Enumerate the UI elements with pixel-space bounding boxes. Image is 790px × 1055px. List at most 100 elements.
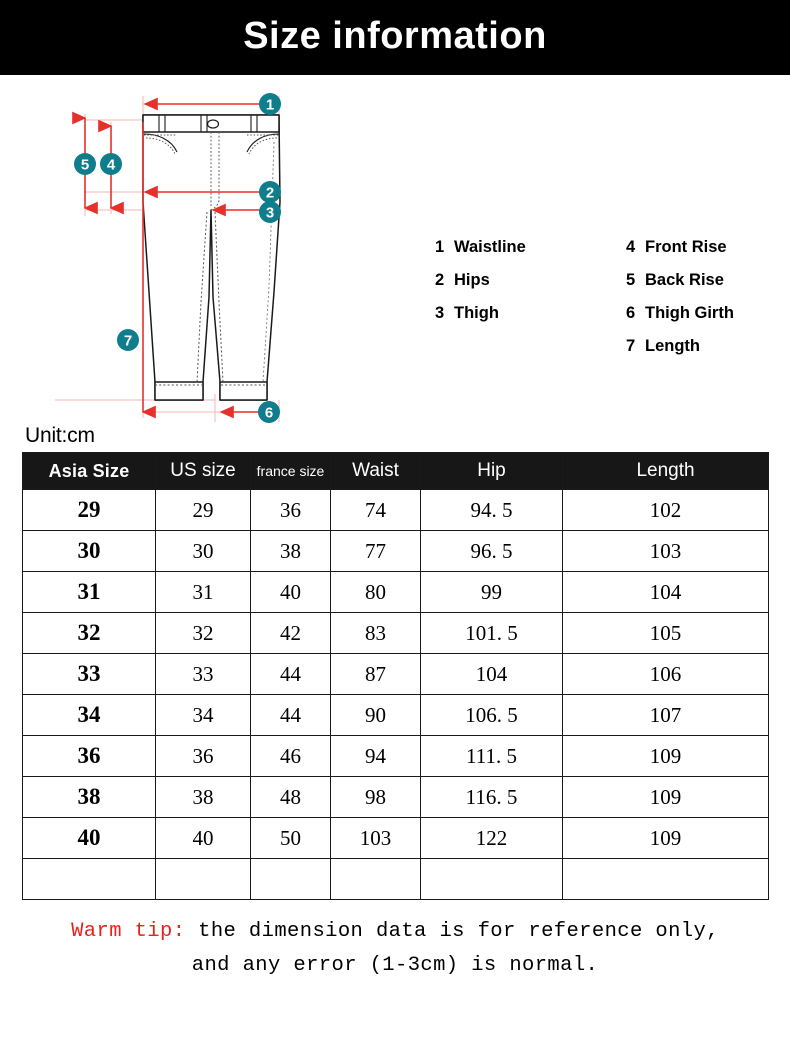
cell-length: 102: [562, 489, 769, 531]
legend-number: 1: [435, 238, 445, 256]
front-pockets: [143, 133, 280, 153]
cell-asia-size: [22, 858, 156, 900]
cell-france-size: [250, 858, 331, 900]
cell-length: 105: [562, 612, 769, 654]
table-row: 29 29 36 74 94. 5 102: [22, 489, 769, 531]
cell-france-size: 44: [250, 694, 331, 736]
svg-text:2: 2: [266, 185, 274, 202]
cell-hip: 106. 5: [420, 694, 563, 736]
table-row: 40 40 50 103 122 109: [22, 817, 769, 859]
svg-text:3: 3: [266, 205, 274, 222]
cell-waist: [330, 858, 421, 900]
svg-text:5: 5: [81, 157, 89, 174]
svg-text:6: 6: [265, 405, 273, 422]
cell-waist: 74: [330, 489, 421, 531]
column-header-waist: Waist: [330, 452, 421, 490]
warm-tip-prefix: Warm tip:: [71, 920, 186, 943]
cell-asia-size: 40: [22, 817, 156, 859]
svg-text:7: 7: [124, 333, 132, 350]
cell-us-size: 30: [155, 530, 251, 572]
svg-text:1: 1: [266, 97, 274, 114]
cell-hip: 101. 5: [420, 612, 563, 654]
table-row: 34 34 44 90 106. 5 107: [22, 694, 769, 736]
legend-label: Hips: [454, 271, 490, 289]
cell-hip: 104: [420, 653, 563, 695]
marker-6: 6: [258, 401, 280, 423]
cell-us-size: 40: [155, 817, 251, 859]
cell-us-size: [155, 858, 251, 900]
legend-column-left: 1 Waistline 2 Hips 3 Thigh: [435, 238, 526, 337]
marker-4: 4: [100, 153, 122, 175]
cell-asia-size: 29: [22, 489, 156, 531]
cell-us-size: 34: [155, 694, 251, 736]
cell-france-size: 42: [250, 612, 331, 654]
legend-number: 3: [435, 304, 445, 322]
svg-text:4: 4: [107, 157, 116, 174]
legend-number: 7: [626, 337, 636, 355]
legend-number: 4: [626, 238, 636, 256]
marker-2: 2: [259, 181, 281, 203]
warm-tip: Warm tip: the dimension data is for refe…: [0, 915, 790, 983]
cell-hip: 94. 5: [420, 489, 563, 531]
column-header-hip: Hip: [420, 452, 563, 490]
size-chart-table: Asia Size US size france size Waist Hip …: [22, 452, 769, 900]
column-header-asia-size: Asia Size: [22, 452, 156, 490]
cell-waist: 77: [330, 530, 421, 572]
cell-france-size: 36: [250, 489, 331, 531]
table-row: 36 36 46 94 111. 5 109: [22, 735, 769, 777]
cell-france-size: 38: [250, 530, 331, 572]
cell-hip: 116. 5: [420, 776, 563, 818]
cell-waist: 80: [330, 571, 421, 613]
marker-5: 5: [74, 153, 96, 175]
legend-item-front-rise: 4 Front Rise: [626, 238, 734, 271]
legend-label: Waistline: [454, 238, 526, 256]
waist-button: [206, 119, 220, 129]
cell-france-size: 46: [250, 735, 331, 777]
cell-waist: 98: [330, 776, 421, 818]
legend-item-hips: 2 Hips: [435, 271, 526, 304]
marker-1: 1: [259, 93, 281, 115]
cell-length: 107: [562, 694, 769, 736]
legend-number: 2: [435, 271, 445, 289]
column-header-france-size: france size: [250, 452, 331, 490]
table-row: 31 31 40 80 99 104: [22, 571, 769, 613]
legend-number: 5: [626, 271, 636, 289]
table-row: 38 38 48 98 116. 5 109: [22, 776, 769, 818]
cell-us-size: 36: [155, 735, 251, 777]
cell-france-size: 48: [250, 776, 331, 818]
cell-hip: 111. 5: [420, 735, 563, 777]
jeans-measurement-diagram: 1 2 3 4 5 6 7: [55, 82, 395, 430]
cell-length: 109: [562, 817, 769, 859]
cell-france-size: 44: [250, 653, 331, 695]
cell-us-size: 33: [155, 653, 251, 695]
cell-hip: 122: [420, 817, 563, 859]
column-header-length: Length: [562, 452, 769, 490]
legend-item-waistline: 1 Waistline: [435, 238, 526, 271]
unit-label: Unit:cm: [25, 424, 95, 447]
table-header-row: Asia Size US size france size Waist Hip …: [22, 452, 769, 490]
column-header-us-size: US size: [155, 452, 251, 490]
warm-tip-line-2: and any error (1-3cm) is normal.: [191, 954, 599, 977]
legend-label: Length: [645, 337, 700, 355]
measurement-legend: 1 Waistline 2 Hips 3 Thigh 4 Front Rise …: [430, 238, 780, 373]
cell-hip: [420, 858, 563, 900]
marker-3: 3: [259, 201, 281, 223]
pocket-stitching: [144, 134, 279, 155]
legend-item-back-rise: 5 Back Rise: [626, 271, 734, 304]
marker-7: 7: [117, 329, 139, 351]
legend-label: Thigh Girth: [645, 304, 734, 322]
cell-asia-size: 30: [22, 530, 156, 572]
inseam-stitching: [155, 211, 266, 386]
cell-asia-size: 34: [22, 694, 156, 736]
cell-us-size: 29: [155, 489, 251, 531]
cell-us-size: 38: [155, 776, 251, 818]
cell-length: 103: [562, 530, 769, 572]
table-row: 32 32 42 83 101. 5 105: [22, 612, 769, 654]
cell-waist: 87: [330, 653, 421, 695]
table-row: 33 33 44 87 104 106: [22, 653, 769, 695]
side-seam-stitching: [262, 141, 275, 383]
warm-tip-text-1: the dimension data is for reference only…: [185, 920, 719, 943]
legend-item-thigh-girth: 6 Thigh Girth: [626, 304, 734, 337]
jeans-outline: [142, 114, 281, 401]
table-row-empty: [22, 858, 769, 900]
